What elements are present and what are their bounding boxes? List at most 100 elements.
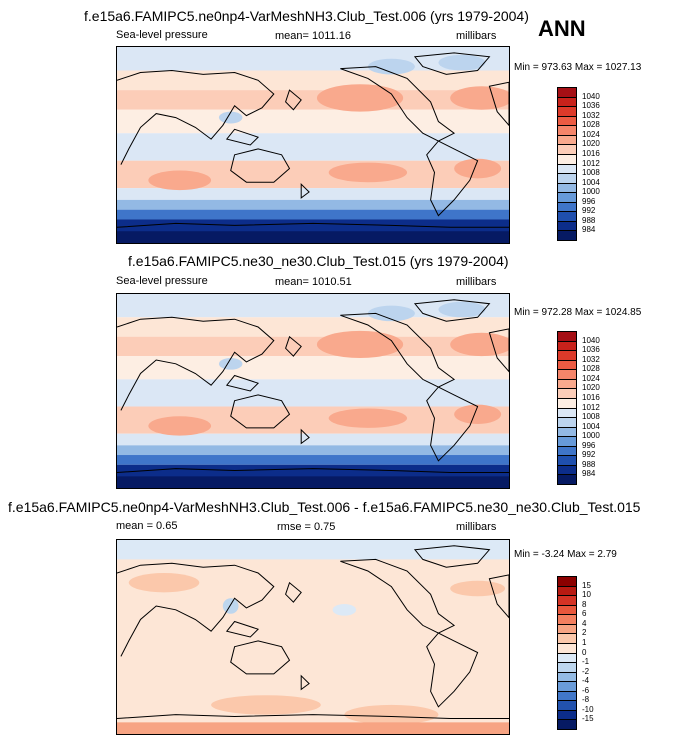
coastline bbox=[117, 468, 509, 473]
colorbar-tick-label: 1032 bbox=[582, 110, 600, 120]
panel-2-mean: mean= 1010.51 bbox=[275, 276, 352, 288]
colorbar-tick-label: 992 bbox=[582, 450, 596, 460]
field-equatorial-trough bbox=[117, 133, 509, 161]
field-indian-high bbox=[148, 416, 212, 436]
coastline bbox=[413, 52, 491, 75]
colorbar-tick-label: 1040 bbox=[582, 91, 600, 101]
field-antarctic-deep bbox=[117, 476, 509, 488]
coastline bbox=[285, 581, 302, 603]
coastline bbox=[117, 714, 509, 719]
panel-2-map bbox=[116, 293, 510, 489]
colorbar-tick-label: -6 bbox=[582, 685, 590, 695]
field-diff-arctic bbox=[117, 540, 509, 560]
field-sh-mid bbox=[117, 433, 509, 446]
coastline bbox=[413, 299, 491, 322]
colorbar-tick-label: 1020 bbox=[582, 139, 600, 149]
colorbar-tick-label: 1008 bbox=[582, 168, 600, 178]
field-nh-subtropical-high bbox=[117, 336, 509, 357]
field-monsoon-low bbox=[218, 111, 243, 124]
colorbar-tick-label: 4 bbox=[582, 618, 587, 628]
field-sp-high bbox=[328, 408, 408, 428]
panel-3-map bbox=[116, 539, 510, 735]
field-diff-atlantic bbox=[450, 580, 506, 597]
colorbar-box bbox=[557, 474, 577, 485]
coastline bbox=[230, 148, 291, 183]
field-antarctic-deep bbox=[117, 231, 509, 243]
field-icelandic-low bbox=[438, 54, 486, 71]
colorbar-tick-label: 984 bbox=[582, 225, 596, 235]
field-sh-low-1 bbox=[117, 445, 509, 456]
colorbar-tick-label: 1024 bbox=[582, 373, 600, 383]
colorbar-tick-label: 1016 bbox=[582, 392, 600, 402]
field-indian-high bbox=[148, 170, 212, 191]
coastline bbox=[225, 620, 260, 638]
panel-2-colorbar: 1040 1036 1032 1028 1024 1020 1016 1012 1008 1004… bbox=[557, 331, 627, 485]
colorbar-tick-label: -4 bbox=[582, 676, 590, 686]
panel-3-units: millibars bbox=[456, 521, 497, 533]
colorbar-tick-label: 996 bbox=[582, 440, 596, 450]
panel-3-map-svg bbox=[117, 540, 509, 734]
field-aleutian-low bbox=[367, 58, 415, 75]
coastline bbox=[117, 222, 509, 228]
colorbar-tick-label: -1 bbox=[582, 657, 590, 667]
field-equatorial-trough bbox=[117, 379, 509, 407]
colorbar-tick-label: 996 bbox=[582, 196, 596, 206]
colorbar-tick-label: 1020 bbox=[582, 383, 600, 393]
colorbar-tick-label: 10 bbox=[582, 590, 591, 600]
coastline bbox=[117, 562, 275, 657]
panel-2-map-svg bbox=[117, 294, 509, 488]
coastline bbox=[488, 328, 509, 373]
field-sa-high bbox=[454, 158, 502, 179]
field-tropics-north bbox=[117, 356, 509, 380]
colorbar-box bbox=[557, 719, 577, 730]
field-diff-antarctic bbox=[117, 722, 509, 734]
panel-2-units: millibars bbox=[456, 276, 497, 288]
colorbar-box bbox=[557, 230, 577, 241]
colorbar-tick-label: 1036 bbox=[582, 345, 600, 355]
coastline bbox=[488, 574, 509, 619]
field-diff-asia bbox=[128, 572, 200, 593]
coastline bbox=[340, 312, 456, 388]
colorbar-tick-label: 984 bbox=[582, 469, 596, 479]
coastline bbox=[300, 183, 310, 199]
colorbar-tick-label: 1008 bbox=[582, 412, 600, 422]
field-nh-mid bbox=[117, 317, 509, 337]
colorbar-tick-label: 1000 bbox=[582, 431, 600, 441]
coastline bbox=[230, 640, 291, 675]
colorbar-tick-label: 1004 bbox=[582, 421, 600, 431]
panel-3-rmse: rmse = 0.75 bbox=[277, 521, 336, 533]
field-siberian-high bbox=[183, 338, 223, 355]
field-diff-southern-2 bbox=[344, 704, 439, 725]
field-sh-low-2 bbox=[117, 209, 509, 220]
field-siberian-high bbox=[183, 92, 223, 108]
field-tropics-north bbox=[117, 109, 509, 134]
panel-1-map bbox=[116, 46, 510, 244]
colorbar-tick-label: 1028 bbox=[582, 120, 600, 130]
panel-3-mean: mean = 0.65 bbox=[116, 520, 178, 532]
colorbar-tick-label: -10 bbox=[582, 704, 594, 714]
colorbar-tick-label: 1024 bbox=[582, 129, 600, 139]
field-diff-pacific bbox=[332, 604, 357, 616]
coastline bbox=[285, 335, 302, 357]
coastline bbox=[340, 66, 456, 142]
field-icelandic-low bbox=[438, 301, 486, 318]
colorbar-tick-label: 1040 bbox=[582, 335, 600, 345]
coastline bbox=[225, 128, 260, 146]
field-nh-mid bbox=[117, 70, 509, 91]
coastline bbox=[117, 316, 275, 411]
colorbar-tick-label: 8 bbox=[582, 599, 587, 609]
colorbar-tick-label: 1032 bbox=[582, 354, 600, 364]
coastline bbox=[300, 428, 310, 445]
coastline bbox=[426, 632, 479, 708]
colorbar-tick-label: 1036 bbox=[582, 101, 600, 111]
panel-1-title: f.e15a6.FAMIPC5.ne0np4-VarMeshNH3.Club_T… bbox=[84, 8, 529, 24]
coastline bbox=[426, 140, 479, 217]
panel-3-title: f.e15a6.FAMIPC5.ne0np4-VarMeshNH3.Club_T… bbox=[8, 499, 641, 515]
colorbar-tick-label: -8 bbox=[582, 695, 590, 705]
coastline bbox=[230, 394, 291, 429]
field-sh-low-1 bbox=[117, 199, 509, 210]
field-monsoon-low bbox=[218, 358, 243, 370]
colorbar-tick-label: 1000 bbox=[582, 187, 600, 197]
field-pacific-high bbox=[316, 84, 404, 112]
colorbar-tick-label: -2 bbox=[582, 666, 590, 676]
